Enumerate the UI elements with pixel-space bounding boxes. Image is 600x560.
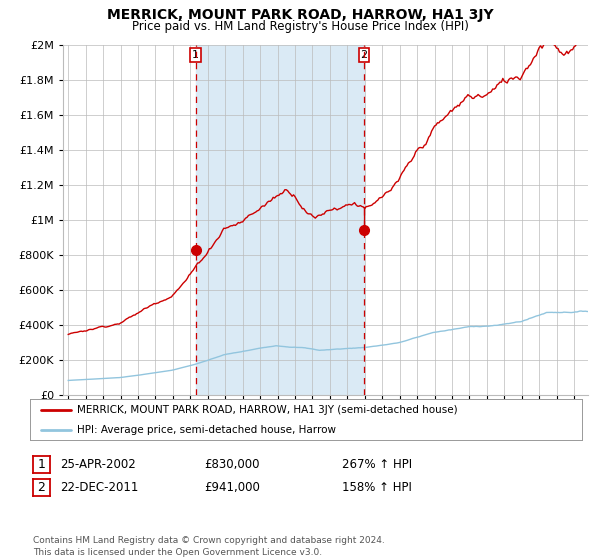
Text: 1: 1 — [37, 458, 46, 472]
Text: 158% ↑ HPI: 158% ↑ HPI — [342, 480, 412, 494]
Bar — [196, 45, 364, 395]
Text: Contains HM Land Registry data © Crown copyright and database right 2024.
This d: Contains HM Land Registry data © Crown c… — [33, 536, 385, 557]
Text: 25-APR-2002: 25-APR-2002 — [60, 458, 136, 472]
Text: 267% ↑ HPI: 267% ↑ HPI — [342, 458, 412, 472]
Text: MERRICK, MOUNT PARK ROAD, HARROW, HA1 3JY: MERRICK, MOUNT PARK ROAD, HARROW, HA1 3J… — [107, 8, 493, 22]
Text: £830,000: £830,000 — [204, 458, 260, 472]
Text: MERRICK, MOUNT PARK ROAD, HARROW, HA1 3JY (semi-detached house): MERRICK, MOUNT PARK ROAD, HARROW, HA1 3J… — [77, 405, 458, 415]
Text: 1: 1 — [192, 50, 199, 60]
Text: 2: 2 — [361, 50, 367, 60]
Text: £941,000: £941,000 — [204, 480, 260, 494]
Text: HPI: Average price, semi-detached house, Harrow: HPI: Average price, semi-detached house,… — [77, 424, 336, 435]
Text: 22-DEC-2011: 22-DEC-2011 — [60, 480, 139, 494]
Text: 2: 2 — [37, 480, 46, 494]
Text: Price paid vs. HM Land Registry's House Price Index (HPI): Price paid vs. HM Land Registry's House … — [131, 20, 469, 32]
